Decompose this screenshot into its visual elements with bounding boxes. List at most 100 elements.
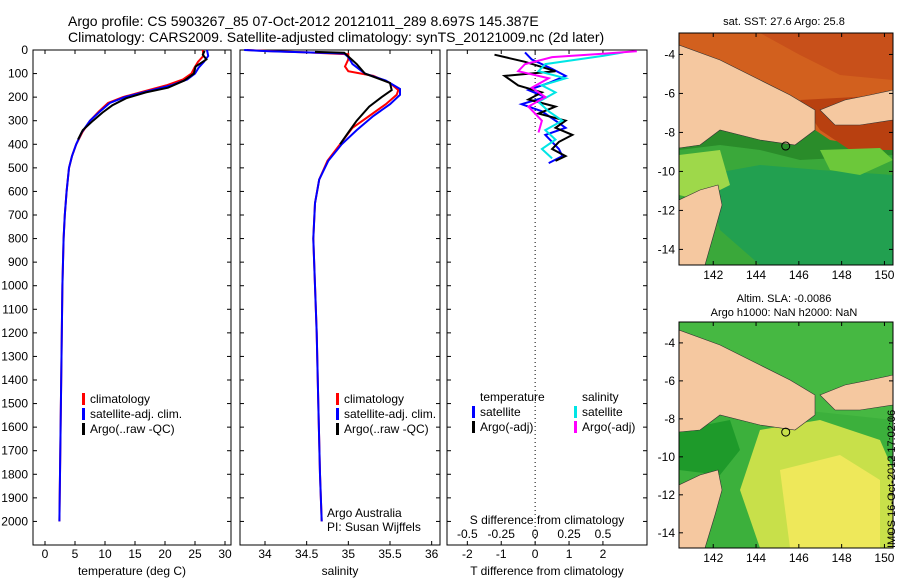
map-x-tick-label: 142 <box>703 268 723 282</box>
depth-tick-label: 200 <box>8 90 28 104</box>
depth-tick-label: 600 <box>8 184 28 198</box>
legend-swatch-satellite <box>336 408 339 420</box>
depth-tick-label: 1000 <box>1 279 28 293</box>
x-tick-label: 30 <box>218 547 232 561</box>
x-tick-label: 1 <box>566 547 573 561</box>
sla-map-image <box>679 322 893 548</box>
map-y-tick-label: -14 <box>658 242 676 256</box>
depth-tick-label: 400 <box>8 137 28 151</box>
difference-salinity-legend: salinity satellite Argo(-adj) <box>574 390 635 434</box>
legend-swatch-satellite <box>82 408 85 420</box>
x-tick-label: -2 <box>462 547 473 561</box>
map-y-tick-label: -12 <box>658 203 676 217</box>
x-tick-label: 35.5 <box>378 547 402 561</box>
series-line-argo-raw-qc- <box>314 50 393 145</box>
x-tick-label: 35 <box>342 547 356 561</box>
map-y-tick-label: -8 <box>664 125 675 139</box>
depth-tick-label: 0 <box>21 43 28 57</box>
sla-map-frame <box>678 321 894 549</box>
series-line-s-argo-adj- <box>516 50 637 133</box>
legend-heading: salinity <box>582 390 619 404</box>
x-tick-label: 20 <box>158 547 172 561</box>
sla-map-argo-marker <box>781 427 791 437</box>
legend-label: climatology <box>344 392 404 406</box>
s-tick-label: 0.25 <box>557 527 581 541</box>
sst-map-title: sat. SST: 27.6 Argo: 25.8 <box>723 16 845 28</box>
map-y-tick-label: -10 <box>658 450 676 464</box>
salinity-plot: 34 34.5 35 35.5 36 <box>244 49 439 561</box>
temperature-plot: 0 5 10 15 20 25 30 <box>42 49 232 561</box>
map-x-tick-label: 146 <box>789 551 809 565</box>
sst-map-argo-marker <box>781 141 791 151</box>
depth-tick-label: 900 <box>8 255 28 269</box>
s-tick-label: -0.25 <box>488 527 516 541</box>
map-x-tick-label: 144 <box>746 268 766 282</box>
map-y-tick-label: -14 <box>658 526 676 540</box>
map-x-tick-label: 148 <box>832 268 852 282</box>
sla-map-subtitle: Argo h1000: NaN h2000: NaN <box>711 307 858 319</box>
salinity-annotation-line1: Argo Australia <box>327 506 402 520</box>
temperature-panel <box>32 49 232 546</box>
header-line-2: Climatology: CARS2009. Satellite-adjuste… <box>68 29 604 45</box>
series-line-argo-raw-qc- <box>77 50 208 141</box>
legend-label: Argo(..raw -QC) <box>344 422 429 436</box>
map-x-tick-label: 150 <box>874 268 894 282</box>
legend-label: satellite-adj. clim. <box>344 407 436 421</box>
map-y-tick-label: -4 <box>664 336 675 350</box>
map-y-tick-label: -6 <box>664 86 675 100</box>
salinity-legend: climatology satellite-adj. clim. Argo(..… <box>336 392 436 436</box>
salinity-annotation-line2: PI: Susan Wijffels <box>327 520 421 534</box>
depth-tick-label: 800 <box>8 232 28 246</box>
legend-swatch-t-satellite <box>472 406 475 418</box>
depth-tick-label: 1200 <box>1 326 28 340</box>
map-x-tick-label: 144 <box>746 551 766 565</box>
legend-label: Argo(-adj) <box>582 420 635 434</box>
sst-map-frame <box>678 32 894 266</box>
legend-swatch-argo <box>82 423 85 435</box>
header-line-1: Argo profile: CS 5903267_85 07-Oct-2012 … <box>68 13 539 29</box>
salinity-panel <box>239 49 441 546</box>
legend-label: Argo(..raw -QC) <box>90 422 175 436</box>
map-y-tick-label: -6 <box>664 374 675 388</box>
x-tick-label: 0 <box>42 547 49 561</box>
depth-tick-label: 1400 <box>1 373 28 387</box>
depth-tick-label: 1500 <box>1 397 28 411</box>
depth-tick-label: 100 <box>8 67 28 81</box>
depth-tick-label: 1900 <box>1 491 28 505</box>
sla-map-title: Altim. SLA: -0.0086 <box>737 293 832 305</box>
map-x-tick-label: 142 <box>703 551 723 565</box>
map-x-tick-label: 146 <box>789 268 809 282</box>
s-tick-label: 0.5 <box>595 527 612 541</box>
depth-tick-label: 1800 <box>1 467 28 481</box>
legend-swatch-climatology <box>336 393 339 405</box>
x-tick-label: 5 <box>72 547 79 561</box>
x-tick-label: 15 <box>128 547 142 561</box>
x-tick-label: 25 <box>188 547 202 561</box>
map-y-tick-label: -10 <box>658 164 676 178</box>
map-y-tick-label: -12 <box>658 488 676 502</box>
t-difference-xlabel: T difference from climatology <box>470 564 624 578</box>
legend-swatch-s-argo <box>574 421 577 433</box>
legend-label: satellite <box>582 405 623 419</box>
x-tick-label: 2 <box>600 547 607 561</box>
depth-tick-label: 1700 <box>1 444 28 458</box>
map-x-tick-label: 148 <box>832 551 852 565</box>
s-difference-xlabel: S difference from climatology <box>470 513 625 527</box>
depth-tick-label: 1100 <box>2 302 28 316</box>
temperature-legend: climatology satellite-adj. clim. Argo(..… <box>82 392 182 436</box>
depth-tick-label: 500 <box>8 161 28 175</box>
x-tick-label: 36 <box>425 547 439 561</box>
depth-tick-label: 1300 <box>1 349 28 363</box>
legend-label: climatology <box>90 392 150 406</box>
legend-heading: temperature <box>480 390 545 404</box>
depth-tick-label: 1600 <box>1 420 28 434</box>
x-tick-label: 10 <box>98 547 112 561</box>
x-tick-label: 0 <box>532 547 539 561</box>
depth-tick-label: 2000 <box>1 514 28 528</box>
legend-label: satellite <box>480 405 521 419</box>
legend-swatch-climatology <box>82 393 85 405</box>
sla-map-axes: 142 144 146 148 150 -4 -6 -8 -10 -12 -14 <box>658 322 895 565</box>
legend-swatch-t-argo <box>472 421 475 433</box>
